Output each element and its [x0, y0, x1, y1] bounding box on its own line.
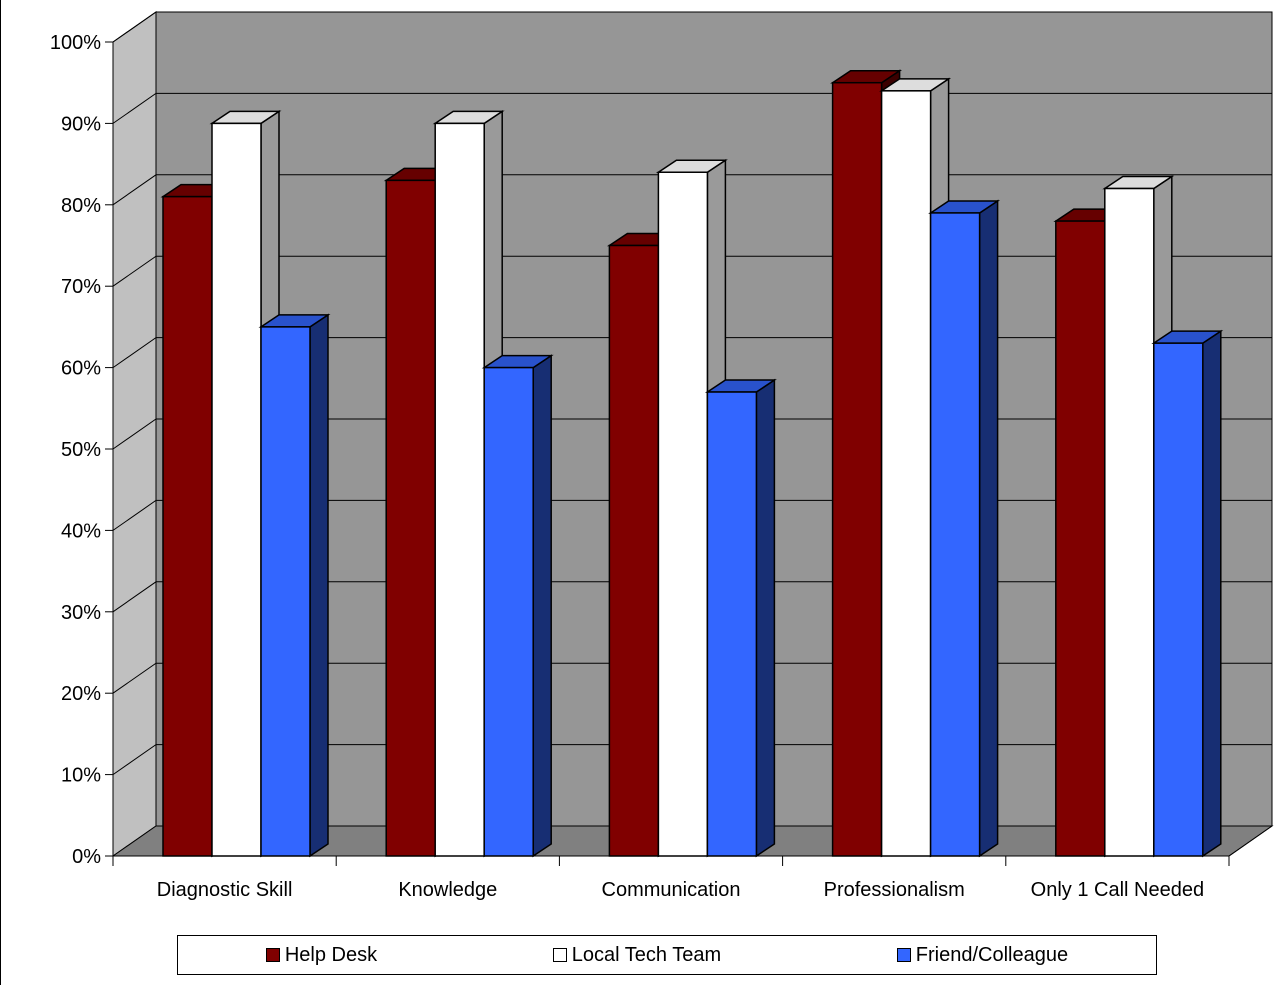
- bar-friend-colleague-only-1-call-needed-side: [1202, 329, 1222, 858]
- legend-swatch-help-desk: [265, 948, 280, 962]
- legend-swatch-friend-colleague: [896, 948, 911, 962]
- bar-help-desk-only-1-call-needed: [1055, 220, 1106, 857]
- y-tick-label: 50%: [61, 439, 101, 461]
- legend-item-friend-colleague: Friend/Colleague: [896, 943, 1069, 967]
- bar-friend-colleague-professionalism-side: [978, 199, 999, 858]
- y-tick-label: 60%: [61, 358, 101, 380]
- bar-local-tech-team-communication: [657, 171, 709, 857]
- bar-help-desk-professionalism: [831, 81, 883, 857]
- bar-help-desk-diagnostic-skill: [162, 195, 213, 857]
- y-tick-label: 90%: [61, 113, 101, 135]
- bar-friend-colleague-knowledge-side: [532, 354, 552, 858]
- legend-label-friend-colleague: Friend/Colleague: [915, 943, 1069, 966]
- bar-friend-colleague-communication-side: [755, 378, 776, 858]
- bar-friend-colleague-diagnostic-skill: [260, 326, 311, 857]
- bar-friend-colleague-knowledge: [483, 366, 534, 857]
- bar-local-tech-team-diagnostic-skill: [211, 122, 262, 857]
- y-tick-label: 100%: [50, 32, 101, 54]
- bar-friend-colleague-diagnostic-skill-side: [309, 313, 329, 858]
- gridline: [112, 11, 1272, 43]
- legend-item-help-desk: Help Desk: [265, 943, 378, 967]
- legend-label-local-tech-team: Local Tech Team: [571, 943, 722, 966]
- bar-help-desk-communication: [608, 244, 660, 857]
- floor-edge: [1228, 825, 1273, 857]
- x-tick-label-only-1-call-needed: Only 1 Call Needed: [1031, 879, 1204, 901]
- legend-label-help-desk: Help Desk: [284, 943, 378, 966]
- y-tick-label: 30%: [61, 602, 101, 624]
- bar-local-tech-team-knowledge: [434, 122, 485, 857]
- y-tick-label: 10%: [61, 765, 101, 787]
- y-tick-label: 20%: [61, 683, 101, 705]
- y-tick-label: 40%: [61, 520, 101, 542]
- x-tick-label-communication: Communication: [602, 879, 741, 901]
- bar-friend-colleague-communication: [706, 391, 758, 857]
- legend-swatch-local-tech-team: [552, 948, 567, 962]
- bar-friend-colleague-professionalism: [929, 212, 981, 857]
- chart-legend: Help Desk Local Tech Team Friend/Colleag…: [177, 935, 1157, 975]
- bar-local-tech-team-only-1-call-needed: [1104, 187, 1155, 857]
- y-tick-label: 70%: [61, 276, 101, 298]
- y-tick-label: 80%: [61, 195, 101, 217]
- y-tick-label: 0%: [72, 846, 101, 868]
- bar-help-desk-knowledge: [385, 179, 436, 857]
- x-tick-label-professionalism: Professionalism: [824, 879, 965, 901]
- chart-plot: 0% 10% 20% 30% 40% 50% 60% 70% 80% 90% 100% Diagnos…: [50, 11, 1274, 901]
- x-tick-label-diagnostic-skill: Diagnostic Skill: [157, 879, 293, 901]
- bar-local-tech-team-professionalism: [880, 90, 932, 857]
- legend-item-local-tech-team: Local Tech Team: [552, 943, 722, 967]
- bar-friend-colleague-only-1-call-needed: [1153, 342, 1204, 857]
- x-tick-label-knowledge: Knowledge: [398, 879, 497, 901]
